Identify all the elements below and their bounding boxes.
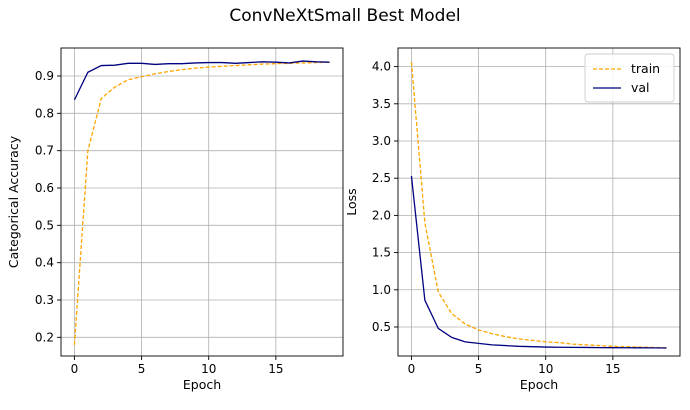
y-tick-label: 4.0 — [372, 60, 391, 74]
y-tick-label: 0.6 — [35, 181, 54, 195]
legend-label-train: train — [631, 61, 660, 76]
x-tick-label: 10 — [538, 362, 553, 376]
legend-box — [584, 53, 675, 103]
x-tick-label: 0 — [408, 362, 416, 376]
y-tick-label: 0.3 — [35, 293, 54, 307]
legend: train val — [584, 53, 675, 103]
y-tick-label: 0.5 — [35, 218, 54, 232]
y-tick-label: 0.8 — [35, 106, 54, 120]
y-tick-label: 2.5 — [372, 171, 391, 185]
series-line-train — [73, 61, 330, 345]
y-tick-label: 0.4 — [35, 256, 54, 270]
plot-frame — [397, 47, 681, 357]
x-tick-label: 5 — [138, 362, 146, 376]
y-tick-label: 0.2 — [35, 330, 54, 344]
figure-title: ConvNeXtSmall Best Model — [229, 6, 461, 26]
x-tick-label: 15 — [268, 362, 283, 376]
x-tick-label: 10 — [201, 362, 216, 376]
x-tick-label: 15 — [605, 362, 620, 376]
y-tick-label: 3.0 — [372, 134, 391, 148]
y-tick-label: 1.0 — [372, 283, 391, 297]
series-line-val — [410, 175, 667, 349]
x-tick-label: 5 — [475, 362, 483, 376]
x-axis-label: Epoch — [183, 377, 221, 392]
chart-panel-1: 0 5 10 15 0.2 0.3 0.4 0.5 0.6 0.7 0.8 0.9 Epoch Categ… — [6, 47, 344, 392]
y-tick-label: 0.5 — [372, 320, 391, 334]
series-line-val — [73, 60, 330, 101]
y-axis-label: Loss — [344, 188, 359, 215]
y-tick-label: 2.0 — [372, 208, 391, 222]
chart-panel-2: 0 5 10 15 0.5 1.0 1.5 2.0 2.5 3.0 3.5 4.0 Epoch Loss t… — [344, 47, 681, 392]
y-tick-label: 0.9 — [35, 69, 54, 83]
plot-frame — [60, 47, 344, 357]
x-tick-label: 0 — [71, 362, 79, 376]
y-axis-label: Categorical Accuracy — [6, 135, 21, 268]
x-axis-label: Epoch — [520, 377, 558, 392]
y-tick-label: 0.7 — [35, 144, 54, 158]
y-tick-label: 1.5 — [372, 246, 391, 260]
legend-label-val: val — [631, 80, 650, 95]
y-tick-label: 3.5 — [372, 97, 391, 111]
series-line-train — [410, 62, 667, 349]
